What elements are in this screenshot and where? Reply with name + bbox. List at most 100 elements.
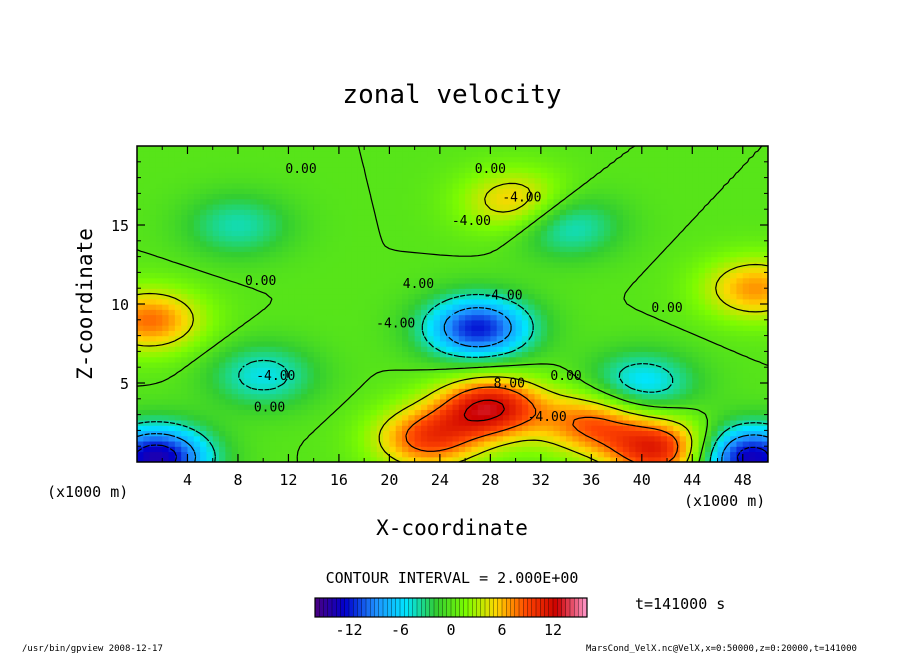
field-cell xyxy=(370,414,378,421)
field-cell xyxy=(610,367,618,374)
field-cell xyxy=(143,351,151,358)
field-cell xyxy=(730,377,738,384)
field-cell xyxy=(597,225,605,231)
field-cell xyxy=(641,293,649,300)
field-cell xyxy=(717,356,725,363)
field-cell xyxy=(521,372,529,379)
field-cell xyxy=(294,304,302,310)
field-cell xyxy=(749,383,756,389)
field-cell xyxy=(383,335,390,342)
field-cell xyxy=(591,456,599,462)
field-cell xyxy=(465,298,473,305)
field-cell xyxy=(275,335,283,342)
field-cell xyxy=(288,246,296,252)
field-cell xyxy=(572,346,580,352)
field-cell xyxy=(319,304,327,310)
field-cell xyxy=(761,398,768,405)
field-cell xyxy=(484,198,491,205)
field-cell xyxy=(452,261,460,268)
field-cell xyxy=(326,446,334,453)
field-cell xyxy=(357,293,365,300)
field-cell xyxy=(256,367,264,374)
field-cell xyxy=(578,298,586,305)
field-cell xyxy=(521,351,529,358)
field-cell xyxy=(534,219,542,226)
field-cell xyxy=(433,309,441,316)
field-cell xyxy=(534,361,542,368)
field-cell xyxy=(711,309,719,316)
field-cell xyxy=(376,261,384,268)
field-cell xyxy=(155,372,163,379)
field-cell xyxy=(452,230,460,237)
field-cell xyxy=(256,319,264,326)
field-cell xyxy=(761,356,768,363)
field-cell xyxy=(250,304,258,310)
field-cell xyxy=(723,351,731,358)
field-cell xyxy=(730,356,738,363)
field-cell xyxy=(654,425,662,431)
field-cell xyxy=(420,456,428,462)
field-cell xyxy=(629,446,637,453)
field-cell xyxy=(502,409,510,416)
field-cell xyxy=(408,325,416,331)
field-cell xyxy=(206,230,214,237)
field-cell xyxy=(465,361,473,368)
field-cell xyxy=(427,288,435,295)
field-cell xyxy=(521,409,529,416)
field-cell xyxy=(484,425,491,431)
field-cell xyxy=(477,377,485,384)
field-cell xyxy=(313,277,321,284)
field-cell xyxy=(578,456,586,462)
field-cell xyxy=(616,456,624,462)
field-cell xyxy=(427,383,435,389)
field-cell xyxy=(155,230,163,237)
field-cell xyxy=(622,377,630,384)
field-cell xyxy=(237,203,245,210)
field-cell xyxy=(515,377,523,384)
field-cell xyxy=(730,261,738,268)
field-cell xyxy=(439,235,447,242)
field-cell xyxy=(749,377,756,384)
field-cell xyxy=(263,414,271,421)
field-cell xyxy=(275,425,283,431)
field-cell xyxy=(622,356,630,363)
field-cell xyxy=(357,267,365,273)
field-cell xyxy=(711,404,719,410)
field-cell xyxy=(629,330,637,337)
field-cell xyxy=(559,335,567,342)
field-cell xyxy=(622,209,630,216)
field-cell xyxy=(515,251,523,258)
field-cell xyxy=(723,404,731,410)
field-cell xyxy=(263,314,271,321)
field-cell xyxy=(622,282,630,289)
field-cell xyxy=(736,282,744,289)
field-cell xyxy=(629,261,637,268)
field-cell xyxy=(521,414,529,421)
field-cell xyxy=(402,361,409,368)
field-cell xyxy=(654,235,662,242)
field-cell xyxy=(648,209,656,216)
field-cell xyxy=(603,335,611,342)
field-cell xyxy=(219,277,226,284)
field-cell xyxy=(206,393,214,400)
field-cell xyxy=(711,246,719,252)
field-cell xyxy=(534,404,542,410)
field-cell xyxy=(250,198,258,205)
field-cell xyxy=(345,277,353,284)
field-cell xyxy=(427,214,435,221)
field-cell xyxy=(250,351,258,358)
field-cell xyxy=(698,277,706,284)
field-cell xyxy=(521,209,529,216)
field-cell xyxy=(566,272,573,279)
field-cell xyxy=(181,214,189,221)
field-cell xyxy=(629,393,637,400)
field-cell xyxy=(654,319,662,326)
field-cell xyxy=(231,430,239,437)
field-cell xyxy=(427,372,435,379)
field-cell xyxy=(288,214,296,221)
field-cell xyxy=(332,230,340,237)
field-cell xyxy=(376,414,384,421)
field-cell xyxy=(225,209,233,216)
field-cell xyxy=(231,425,239,431)
field-cell xyxy=(212,383,220,389)
